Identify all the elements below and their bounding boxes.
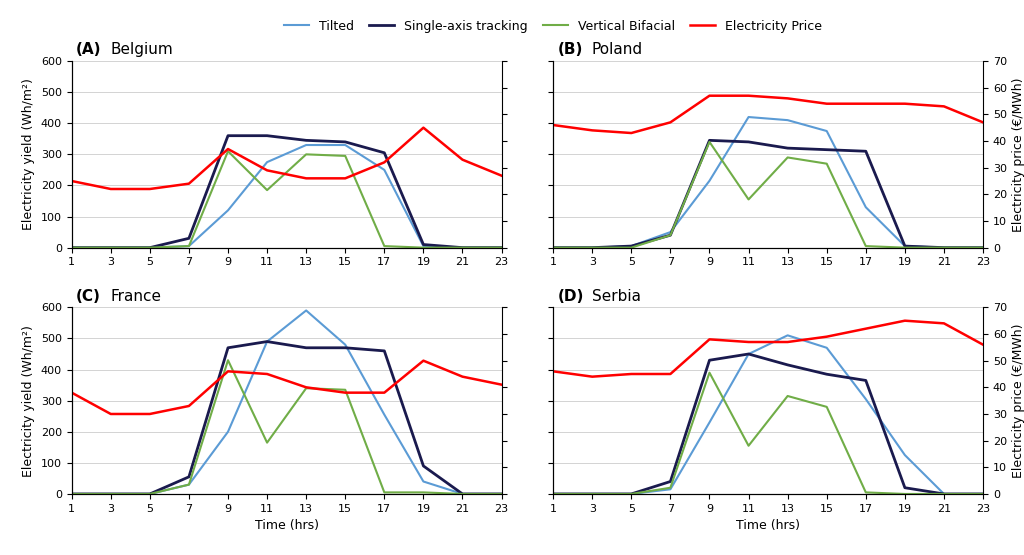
Text: Serbia: Serbia — [592, 289, 641, 304]
X-axis label: Time (hrs): Time (hrs) — [736, 519, 800, 532]
Text: (A): (A) — [76, 42, 101, 57]
Text: France: France — [111, 289, 162, 304]
Text: (C): (C) — [76, 289, 100, 304]
Y-axis label: Electricity price (€/MWh): Electricity price (€/MWh) — [1013, 324, 1024, 478]
Text: (B): (B) — [557, 42, 583, 57]
Text: (D): (D) — [557, 289, 584, 304]
Text: Belgium: Belgium — [111, 42, 173, 57]
Legend: Tilted, Single-axis tracking, Vertical Bifacial, Electricity Price: Tilted, Single-axis tracking, Vertical B… — [280, 14, 826, 38]
Text: Poland: Poland — [592, 42, 643, 57]
X-axis label: Time (hrs): Time (hrs) — [255, 519, 318, 532]
Y-axis label: Electricity price (€/MWh): Electricity price (€/MWh) — [1013, 77, 1024, 231]
Y-axis label: Electricity yield (Wh/m²): Electricity yield (Wh/m²) — [23, 325, 35, 477]
Y-axis label: Electricity yield (Wh/m²): Electricity yield (Wh/m²) — [23, 78, 35, 230]
